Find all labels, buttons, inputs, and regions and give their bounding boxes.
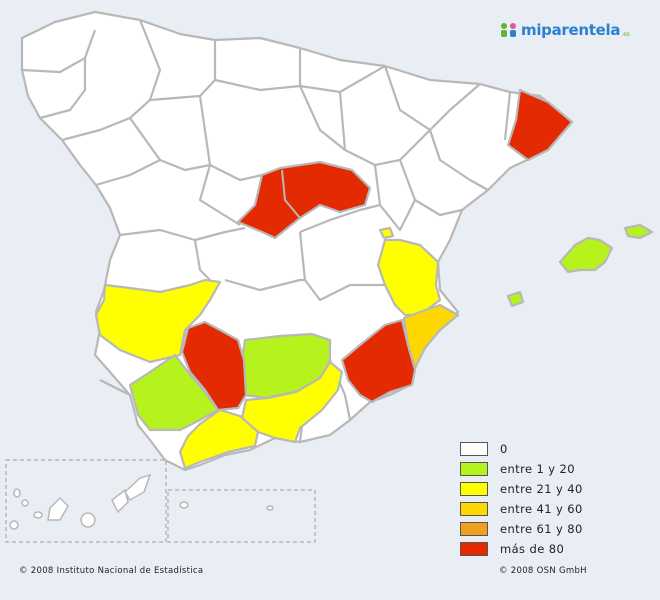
island-mallorca[interactable] bbox=[558, 236, 614, 274]
brand-logo[interactable]: miparentela .es bbox=[500, 20, 630, 40]
province-murcia[interactable] bbox=[340, 318, 417, 404]
legend-swatch bbox=[460, 442, 488, 456]
legend-swatch bbox=[460, 522, 488, 536]
legend-swatch bbox=[460, 502, 488, 516]
province-valencia-enclave[interactable] bbox=[378, 226, 395, 240]
legend-label: más de 80 bbox=[500, 542, 565, 556]
legend-label: entre 61 y 80 bbox=[500, 522, 583, 536]
brand-name: miparentela bbox=[521, 21, 621, 39]
legend-item: más de 80 bbox=[460, 539, 630, 559]
brand-suffix: .es bbox=[621, 30, 630, 38]
legend-item: entre 61 y 80 bbox=[460, 519, 630, 539]
legend-label: 0 bbox=[500, 442, 508, 456]
legend-swatch bbox=[460, 542, 488, 556]
footer-copyright-osn: © 2008 OSN GmbH bbox=[499, 566, 587, 576]
legend-label: entre 41 y 60 bbox=[500, 502, 583, 516]
legend-label: entre 1 y 20 bbox=[500, 462, 575, 476]
canary-islands bbox=[9, 473, 274, 530]
province-madrid-divider bbox=[281, 169, 301, 219]
legend-label: entre 21 y 40 bbox=[500, 482, 583, 496]
inset-frame-right bbox=[167, 489, 316, 543]
province-madrid[interactable] bbox=[236, 160, 372, 240]
island-ibiza[interactable] bbox=[506, 290, 525, 308]
legend-swatch bbox=[460, 482, 488, 496]
legend-item: entre 41 y 60 bbox=[460, 499, 630, 519]
footer-copyright-ine: © 2008 Instituto Nacional de Estadística bbox=[19, 566, 204, 576]
province-granada[interactable] bbox=[240, 360, 344, 444]
province-huelva[interactable] bbox=[128, 353, 220, 432]
province-barcelona[interactable] bbox=[506, 88, 574, 162]
province-malaga[interactable] bbox=[178, 408, 260, 470]
legend-item: entre 1 y 20 bbox=[460, 459, 630, 479]
province-sevilla[interactable] bbox=[180, 320, 248, 412]
legend-swatch bbox=[460, 462, 488, 476]
province-borders bbox=[21, 19, 512, 443]
province-alicante[interactable] bbox=[402, 303, 460, 370]
legend-item: entre 21 y 40 bbox=[460, 479, 630, 499]
legend-item: 0 bbox=[460, 439, 630, 459]
map-legend: 0 entre 1 y 20 entre 21 y 40 entre 41 y 60 e… bbox=[460, 439, 630, 559]
inset-frame-left bbox=[5, 459, 167, 543]
people-icon bbox=[501, 23, 516, 37]
province-badajoz[interactable] bbox=[94, 278, 222, 364]
island-menorca[interactable] bbox=[623, 223, 654, 240]
